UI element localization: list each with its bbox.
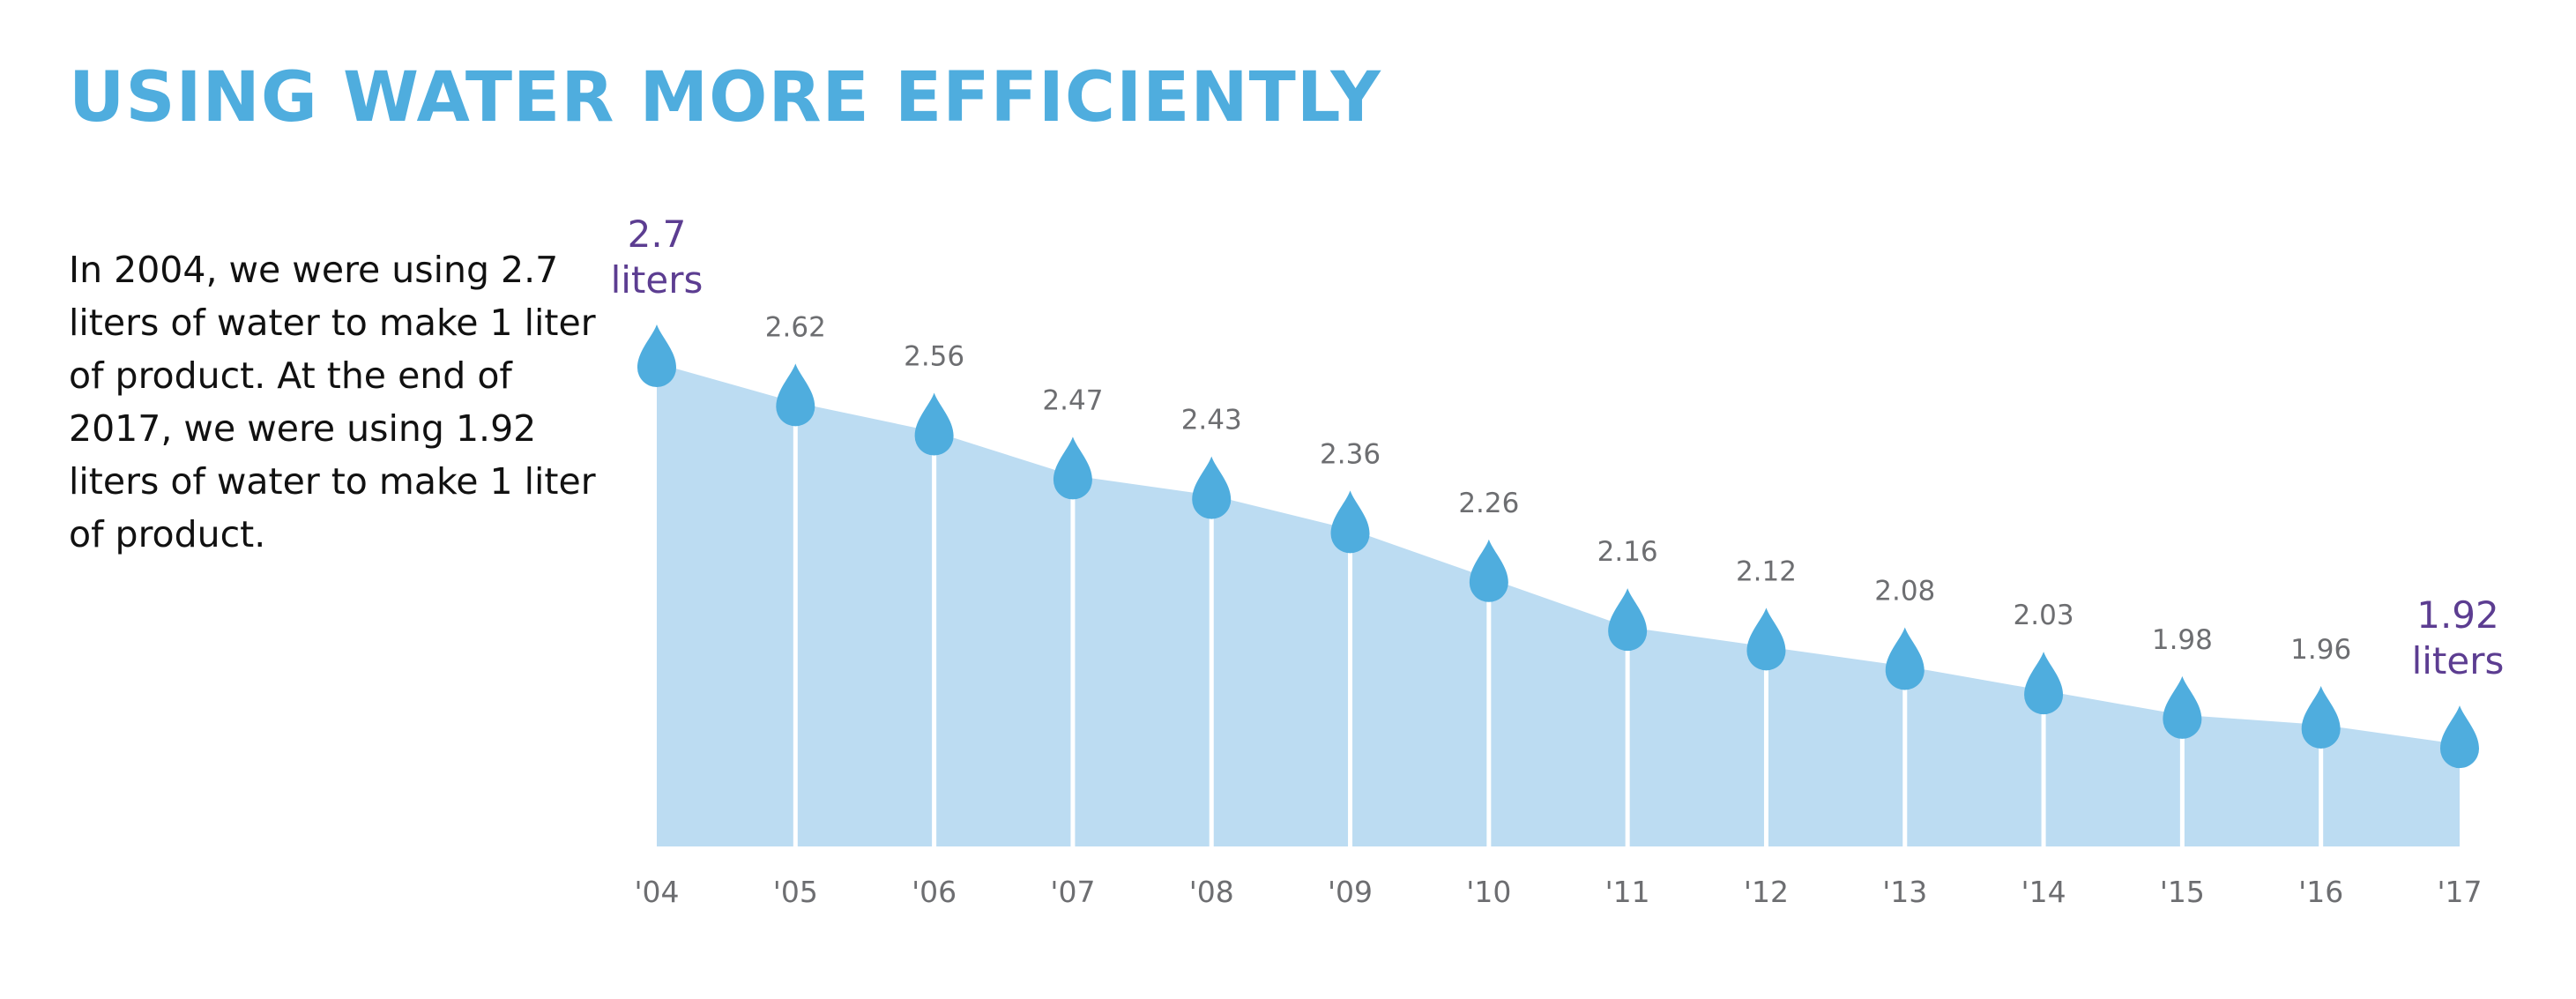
description-text: In 2004, we were using 2.7 liters of wat… [69, 249, 596, 555]
water-drop-icon [2440, 705, 2479, 769]
water-drop-icon [1608, 588, 1648, 652]
data-label: 2.26 [1458, 488, 1519, 519]
data-label: 2.56 [904, 341, 964, 373]
x-tick-label: '11 [1605, 875, 1650, 909]
data-label: 2.36 [1320, 438, 1381, 470]
page-title: USING WATER MORE EFFICIENTLY [69, 58, 1381, 138]
data-label: 2.47 [1042, 384, 1103, 416]
x-tick-label: '17 [2437, 875, 2482, 909]
data-label: 1.96 [2290, 634, 2351, 666]
water-drop-icon [1746, 608, 1786, 671]
water-drop-icon [1330, 490, 1370, 554]
x-tick-label: '04 [634, 875, 679, 909]
water-drop-icon [2024, 652, 2064, 715]
data-label: 2.43 [1181, 405, 1242, 436]
water-drop-icon [776, 363, 815, 427]
data-label: 2.03 [2014, 600, 2074, 631]
data-label: 2.12 [1736, 555, 1797, 587]
water-drop-icon [914, 392, 954, 456]
x-tick-label: '12 [1744, 875, 1789, 909]
x-tick-label: '15 [2160, 875, 2205, 909]
x-tick-label: '10 [1466, 875, 1511, 909]
data-label-highlight: 1.92 [2416, 593, 2499, 637]
water-drop-icon [637, 324, 676, 387]
data-label: 1.98 [2152, 624, 2213, 656]
data-label-unit: liters [2412, 639, 2505, 682]
x-tick-label: '08 [1189, 875, 1234, 909]
x-tick-label: '09 [1328, 875, 1373, 909]
x-tick-label: '16 [2298, 875, 2343, 909]
water-drop-icon [1192, 456, 1232, 519]
water-drop-icon [1885, 627, 1925, 690]
x-tick-label: '13 [1882, 875, 1927, 909]
x-tick-label: '06 [912, 875, 957, 909]
x-tick-label: '05 [773, 875, 818, 909]
x-tick-label: '14 [2021, 875, 2066, 909]
water-drop-icon [2163, 675, 2202, 739]
data-label: 2.08 [1874, 575, 1935, 607]
water-drop-icon [2301, 685, 2341, 749]
water-drop-icon [1053, 436, 1092, 500]
area-series [657, 363, 2460, 846]
x-tick-label: '07 [1050, 875, 1095, 909]
data-label-unit: liters [611, 258, 704, 302]
water-drop-icon [1469, 539, 1508, 602]
data-label: 2.16 [1597, 536, 1658, 568]
data-label: 2.62 [765, 311, 826, 343]
data-label-highlight: 2.7 [628, 212, 687, 256]
